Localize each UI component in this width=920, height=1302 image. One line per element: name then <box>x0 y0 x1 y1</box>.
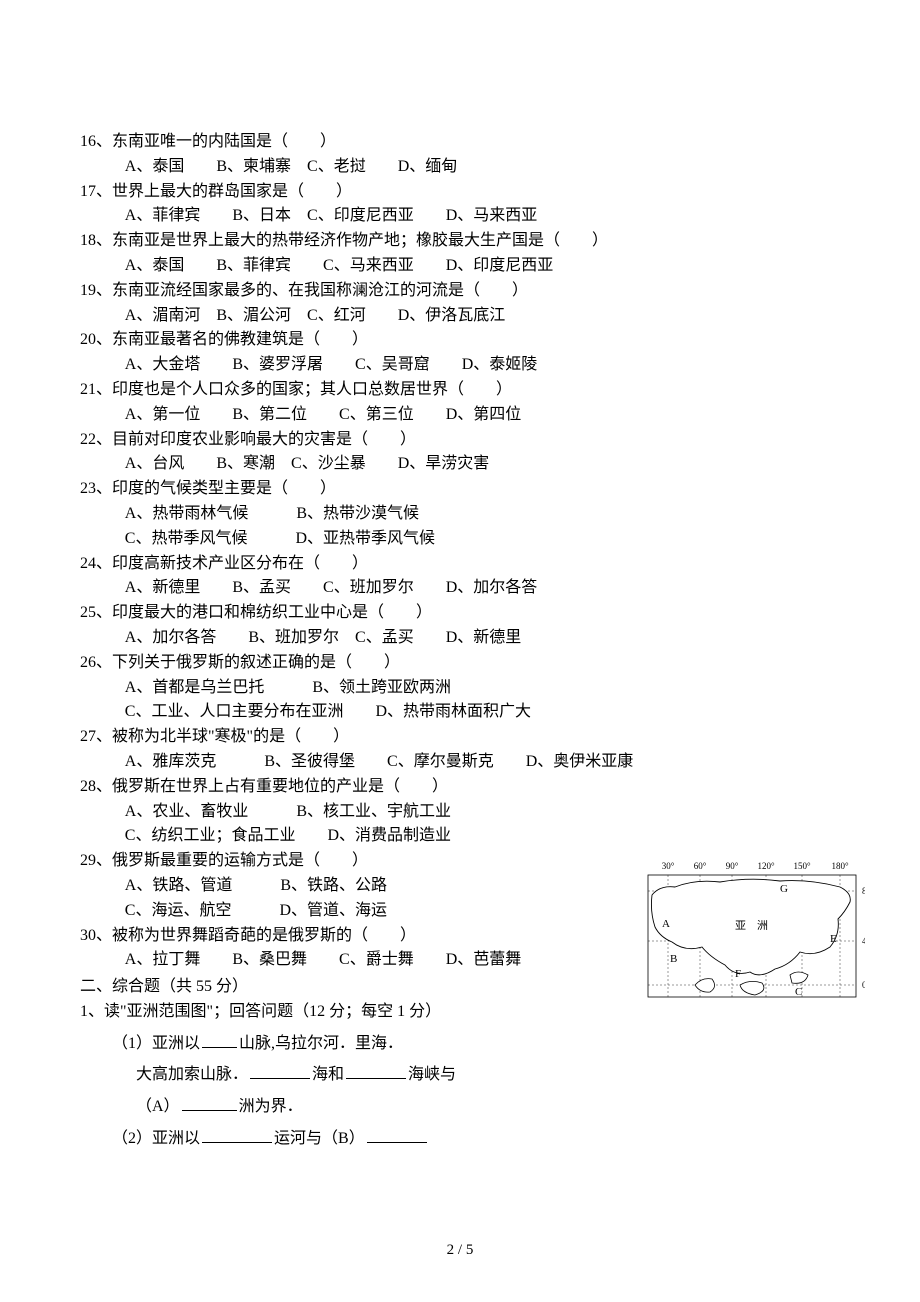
question-27-stem: 27、被称为北半球"寒极"的是（ ） <box>80 725 840 750</box>
lat-80: 80° <box>862 886 865 896</box>
question-28-options-1: A、农业、畜牧业 B、核工业、宇航工业 <box>80 800 840 825</box>
lon-60: 60° <box>694 861 707 871</box>
question-28-options-2: C、纺织工业；食品工业 D、消费品制造业 <box>80 824 840 849</box>
question-22: 22、目前对印度农业影响最大的灾害是（ ）A、台风 B、寒潮 C、沙尘暴 D、旱… <box>80 428 840 478</box>
question-23-stem: 23、印度的气候类型主要是（ ） <box>80 477 840 502</box>
question-16-stem: 16、东南亚唯一的内陆国是（ ） <box>80 130 840 155</box>
fill-line-1: （1）亚洲以 山脉,乌拉尔河．里海． <box>80 1031 840 1057</box>
asia-map: 30° 60° 90° 120° 150° 180° 80° 40° 0° 亚 … <box>640 857 865 1007</box>
question-28-stem: 28、俄罗斯在世界上占有重要地位的产业是（ ） <box>80 775 840 800</box>
map-label-f: F <box>735 968 741 980</box>
fill3-b: 洲为界． <box>239 1098 303 1115</box>
fill-line-3: （A） 洲为界． <box>80 1094 840 1120</box>
question-27-options: A、雅库茨克 B、圣彼得堡 C、摩尔曼斯克 D、奥伊米亚康 <box>80 750 840 775</box>
question-20: 20、东南亚最著名的佛教建筑是（ ）A、大金塔 B、婆罗浮屠 C、吴哥窟 D、泰… <box>80 328 840 378</box>
fill-line-4: （2）亚洲以 运河与（B） <box>80 1126 840 1152</box>
fill-line-2: 大高加索山脉． 海和 海峡与 <box>80 1062 840 1088</box>
lon-150: 150° <box>793 861 811 871</box>
blank-continent-a[interactable] <box>182 1094 237 1111</box>
question-18-stem: 18、东南亚是世界上最大的热带经济作物产地；橡胶最大生产国是（ ） <box>80 229 840 254</box>
question-25-stem: 25、印度最大的港口和棉纺织工业中心是（ ） <box>80 601 840 626</box>
question-22-options: A、台风 B、寒潮 C、沙尘暴 D、旱涝灾害 <box>80 452 840 477</box>
question-17: 17、世界上最大的群岛国家是（ ）A、菲律宾 B、日本 C、印度尼西亚 D、马来… <box>80 180 840 230</box>
fill2-b: 海和 <box>312 1066 344 1083</box>
lon-180: 180° <box>831 861 849 871</box>
question-23-options-2: C、热带季风气候 D、亚热带季风气候 <box>80 527 840 552</box>
question-17-options: A、菲律宾 B、日本 C、印度尼西亚 D、马来西亚 <box>80 204 840 229</box>
fill3-a: （A） <box>136 1098 180 1115</box>
question-26-stem: 26、下列关于俄罗斯的叙述正确的是（ ） <box>80 651 840 676</box>
question-26-options-2: C、工业、人口主要分布在亚洲 D、热带雨林面积广大 <box>80 700 840 725</box>
question-24: 24、印度高新技术产业区分布在（ ）A、新德里 B、孟买 C、班加罗尔 D、加尔… <box>80 552 840 602</box>
lon-30: 30° <box>662 861 675 871</box>
map-label-asia: 亚 洲 <box>735 920 768 932</box>
lon-90: 90° <box>726 861 739 871</box>
fill2-c: 海峡与 <box>408 1066 456 1083</box>
question-18: 18、东南亚是世界上最大的热带经济作物产地；橡胶最大生产国是（ ）A、泰国 B、… <box>80 229 840 279</box>
asia-map-svg: 30° 60° 90° 120° 150° 180° 80° 40° 0° 亚 … <box>640 857 865 1007</box>
question-19-stem: 19、东南亚流经国家最多的、在我国称澜沧江的河流是（ ） <box>80 279 840 304</box>
blank-mountain[interactable] <box>202 1031 237 1048</box>
question-24-stem: 24、印度高新技术产业区分布在（ ） <box>80 552 840 577</box>
blank-strait[interactable] <box>346 1062 406 1079</box>
question-26: 26、下列关于俄罗斯的叙述正确的是（ ）A、首都是乌兰巴托 B、领土跨亚欧两洲C… <box>80 651 840 725</box>
map-label-a: A <box>662 918 670 930</box>
question-21: 21、印度也是个人口众多的国家；其人口总数居世界（ ）A、第一位 B、第二位 C… <box>80 378 840 428</box>
question-26-options-1: A、首都是乌兰巴托 B、领土跨亚欧两洲 <box>80 676 840 701</box>
map-label-c: C <box>795 986 802 998</box>
question-16-options: A、泰国 B、柬埔寨 C、老挝 D、缅甸 <box>80 155 840 180</box>
page-footer: 2 / 5 <box>0 1239 920 1262</box>
exam-page: 16、东南亚唯一的内陆国是（ ）A、泰国 B、柬埔寨 C、老挝 D、缅甸17、世… <box>0 0 920 1302</box>
question-25: 25、印度最大的港口和棉纺织工业中心是（ ）A、加尔各答 B、班加罗尔 C、孟买… <box>80 601 840 651</box>
question-17-stem: 17、世界上最大的群岛国家是（ ） <box>80 180 840 205</box>
question-16: 16、东南亚唯一的内陆国是（ ）A、泰国 B、柬埔寨 C、老挝 D、缅甸 <box>80 130 840 180</box>
question-18-options: A、泰国 B、菲律宾 C、马来西亚 D、印度尼西亚 <box>80 254 840 279</box>
blank-sea[interactable] <box>250 1062 310 1079</box>
fill1-b: 山脉,乌拉尔河．里海． <box>239 1035 403 1052</box>
questions-block: 16、东南亚唯一的内陆国是（ ）A、泰国 B、柬埔寨 C、老挝 D、缅甸17、世… <box>80 130 840 973</box>
question-21-options: A、第一位 B、第二位 C、第三位 D、第四位 <box>80 403 840 428</box>
fill2-a: 大高加索山脉． <box>136 1066 248 1083</box>
question-19-options: A、湄南河 B、湄公河 C、红河 D、伊洛瓦底江 <box>80 304 840 329</box>
lat-0: 0° <box>862 980 865 990</box>
question-23-options-1: A、热带雨林气候 B、热带沙漠气候 <box>80 502 840 527</box>
question-22-stem: 22、目前对印度农业影响最大的灾害是（ ） <box>80 428 840 453</box>
question-20-stem: 20、东南亚最著名的佛教建筑是（ ） <box>80 328 840 353</box>
fill4-b: 运河与（B） <box>274 1130 365 1147</box>
blank-continent-b[interactable] <box>367 1126 427 1143</box>
question-21-stem: 21、印度也是个人口众多的国家；其人口总数居世界（ ） <box>80 378 840 403</box>
blank-canal[interactable] <box>202 1126 272 1143</box>
question-19: 19、东南亚流经国家最多的、在我国称澜沧江的河流是（ ）A、湄南河 B、湄公河 … <box>80 279 840 329</box>
question-28: 28、俄罗斯在世界上占有重要地位的产业是（ ）A、农业、畜牧业 B、核工业、宇航… <box>80 775 840 849</box>
fill1-a: （1）亚洲以 <box>112 1035 200 1052</box>
map-label-g: G <box>780 883 788 895</box>
lat-40: 40° <box>862 936 865 946</box>
question-25-options: A、加尔各答 B、班加罗尔 C、孟买 D、新德里 <box>80 626 840 651</box>
map-label-e: E <box>830 933 837 945</box>
fill4-a: （2）亚洲以 <box>112 1130 200 1147</box>
question-27: 27、被称为北半球"寒极"的是（ ）A、雅库茨克 B、圣彼得堡 C、摩尔曼斯克 … <box>80 725 840 775</box>
lon-120: 120° <box>757 861 775 871</box>
map-label-b: B <box>670 953 677 965</box>
question-24-options: A、新德里 B、孟买 C、班加罗尔 D、加尔各答 <box>80 576 840 601</box>
question-20-options: A、大金塔 B、婆罗浮屠 C、吴哥窟 D、泰姬陵 <box>80 353 840 378</box>
question-23: 23、印度的气候类型主要是（ ）A、热带雨林气候 B、热带沙漠气候C、热带季风气… <box>80 477 840 551</box>
